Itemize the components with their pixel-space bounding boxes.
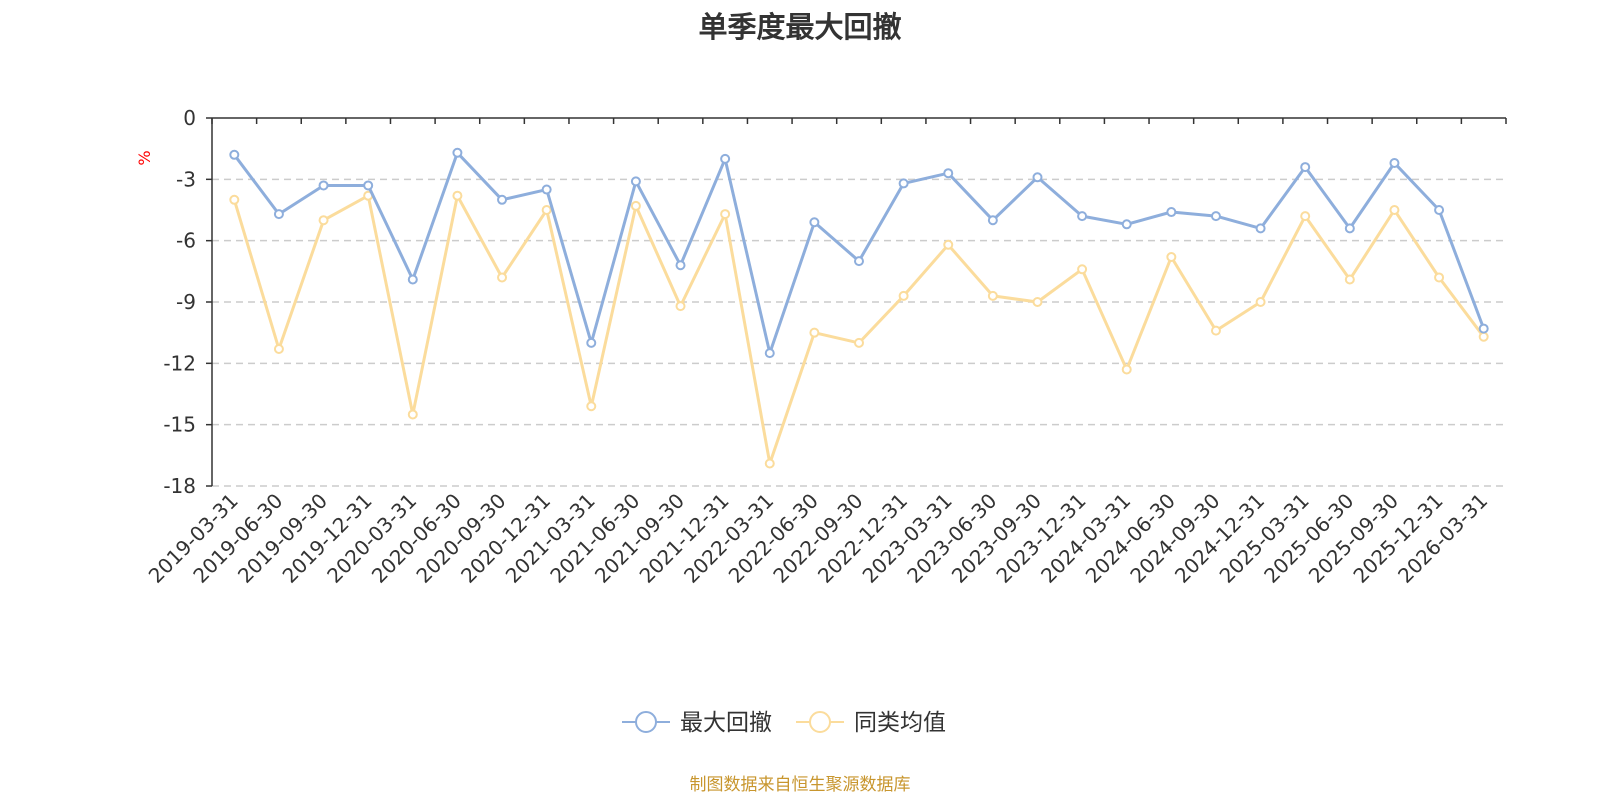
- y-tick-label: -15: [163, 413, 196, 437]
- data-point[interactable]: [586, 337, 597, 348]
- data-point[interactable]: [987, 290, 998, 301]
- data-point[interactable]: [1121, 364, 1132, 375]
- chart-title: 单季度最大回撤: [698, 10, 902, 44]
- data-point[interactable]: [1389, 205, 1400, 215]
- data-point[interactable]: [1210, 325, 1221, 336]
- y-tick-label: -18: [163, 474, 196, 498]
- data-point[interactable]: [273, 344, 284, 355]
- data-point[interactable]: [630, 200, 641, 211]
- data-point[interactable]: [229, 149, 240, 160]
- data-point[interactable]: [407, 409, 418, 420]
- series-1: [229, 190, 1489, 469]
- data-point[interactable]: [809, 327, 820, 338]
- data-point[interactable]: [1077, 211, 1088, 222]
- legend-label: 同类均值: [854, 710, 946, 736]
- data-point[interactable]: [720, 153, 731, 164]
- source-note: 制图数据来自恒生聚源数据库: [689, 775, 911, 795]
- data-point[interactable]: [318, 180, 329, 191]
- axes: 0-3-6-9-12-15-182019-03-312019-06-302019…: [144, 106, 1507, 588]
- y-axis-label: %: [135, 150, 154, 165]
- data-point[interactable]: [229, 194, 240, 205]
- data-point[interactable]: [1478, 331, 1489, 342]
- data-point[interactable]: [318, 215, 329, 226]
- y-tick-label: -12: [163, 351, 196, 375]
- data-point[interactable]: [541, 184, 552, 195]
- data-point[interactable]: [452, 147, 463, 158]
- y-tick-label: -3: [176, 167, 196, 191]
- data-point[interactable]: [541, 205, 552, 215]
- legend-item-1[interactable]: 同类均值: [796, 710, 946, 736]
- data-point[interactable]: [452, 190, 463, 201]
- data-point[interactable]: [1166, 207, 1177, 218]
- data-point[interactable]: [363, 180, 374, 191]
- data-point[interactable]: [1434, 272, 1445, 283]
- data-point[interactable]: [1434, 205, 1445, 215]
- data-point[interactable]: [675, 260, 686, 271]
- data-point[interactable]: [1344, 274, 1355, 285]
- series-line: [232, 194, 1485, 465]
- data-point[interactable]: [854, 337, 864, 348]
- y-tick-label: -9: [176, 290, 196, 314]
- legend-marker: [635, 711, 657, 733]
- y-tick-label: -6: [176, 229, 196, 253]
- data-point[interactable]: [720, 209, 731, 220]
- data-point[interactable]: [497, 272, 508, 283]
- data-point[interactable]: [854, 256, 864, 267]
- data-point[interactable]: [1032, 297, 1043, 307]
- data-point[interactable]: [987, 215, 998, 226]
- data-point[interactable]: [675, 301, 686, 312]
- data-point[interactable]: [898, 290, 909, 301]
- data-point[interactable]: [1300, 162, 1311, 173]
- data-point[interactable]: [1032, 172, 1043, 183]
- data-point[interactable]: [273, 209, 284, 220]
- data-point[interactable]: [1300, 211, 1311, 222]
- y-tick-label: 0: [183, 106, 196, 130]
- data-point[interactable]: [764, 348, 775, 359]
- data-point[interactable]: [407, 274, 418, 285]
- data-point[interactable]: [1121, 219, 1132, 230]
- data-point[interactable]: [1255, 223, 1266, 234]
- series-0: [229, 147, 1489, 359]
- data-point[interactable]: [1478, 323, 1489, 334]
- data-point[interactable]: [1166, 252, 1177, 263]
- data-point[interactable]: [764, 458, 775, 469]
- data-point[interactable]: [1255, 297, 1266, 307]
- series-layer: [229, 147, 1489, 469]
- data-point[interactable]: [1389, 157, 1400, 168]
- data-point[interactable]: [630, 176, 641, 187]
- legend-item-0[interactable]: 最大回撤: [622, 710, 772, 736]
- data-point[interactable]: [943, 168, 954, 179]
- legend-label: 最大回撤: [680, 710, 772, 736]
- legend-marker: [809, 711, 831, 733]
- data-point[interactable]: [809, 217, 820, 228]
- series-line: [233, 151, 1486, 355]
- data-point[interactable]: [1210, 211, 1221, 222]
- data-point[interactable]: [586, 401, 597, 412]
- legend: 最大回撤 同类均值: [622, 710, 946, 736]
- data-point[interactable]: [943, 239, 954, 250]
- data-point[interactable]: [898, 178, 909, 189]
- data-point[interactable]: [497, 194, 508, 205]
- data-point[interactable]: [1344, 223, 1355, 234]
- data-point[interactable]: [1077, 264, 1088, 275]
